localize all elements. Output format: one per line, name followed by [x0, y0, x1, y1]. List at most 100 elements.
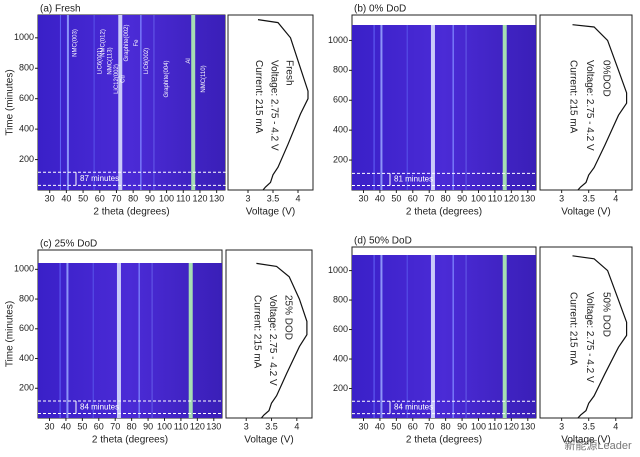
x-tick-label: 70	[424, 421, 434, 431]
y-tick-label: 600	[19, 323, 34, 333]
x-tick-label: 70	[111, 193, 121, 203]
x-axis-title: Voltage (V)	[244, 435, 293, 446]
x-tick-label: 60	[95, 193, 105, 203]
x-tick-label: 30	[45, 193, 55, 203]
x-tick-label: 3	[245, 193, 250, 203]
stripe	[188, 263, 193, 418]
y-tick-label: 1000	[14, 32, 34, 42]
stripe	[66, 263, 69, 418]
x-axis-title: 2 theta (degrees)	[93, 207, 169, 218]
peak-label: Graphite(002)	[124, 24, 130, 61]
condition-text: Current: 215 mA	[253, 60, 264, 134]
stripe	[465, 255, 467, 418]
condition-text: Current: 215 mA	[567, 60, 578, 134]
y-axis-title: Time (minutes)	[5, 69, 16, 135]
panel-label: (b) 0% DoD	[354, 4, 406, 15]
x-tick-label: 3	[559, 421, 564, 431]
x-tick-label: 4	[613, 421, 618, 431]
y-tick-label: 200	[19, 383, 34, 393]
x-tick-label: 100	[471, 193, 486, 203]
x-axis-title: 2 theta (degrees)	[406, 207, 482, 218]
stripe	[151, 263, 153, 418]
y-axis-title: Time (minutes)	[5, 301, 16, 367]
x-tick-label: 60	[408, 421, 418, 431]
stripe	[406, 25, 408, 190]
stripe	[191, 15, 196, 190]
x-tick-label: 70	[424, 193, 434, 203]
x-tick-label: 90	[145, 193, 155, 203]
x-tick-label: 120	[504, 193, 519, 203]
x-tick-label: 30	[358, 421, 368, 431]
condition-text: Voltage: 2.75 - 4.2 V	[584, 60, 595, 151]
x-tick-label: 50	[77, 421, 87, 431]
x-tick-label: 4	[613, 193, 618, 203]
x-tick-label: 50	[78, 193, 88, 203]
stripe	[452, 25, 454, 190]
x-tick-label: 90	[143, 421, 153, 431]
condition-text: 50% DOD	[601, 292, 612, 337]
voltage-curve	[257, 19, 309, 191]
y-tick-label: 400	[19, 353, 34, 363]
x-tick-label: 40	[61, 193, 71, 203]
stripe	[66, 15, 69, 190]
x-tick-label: 120	[504, 421, 519, 431]
x-tick-label: 30	[44, 421, 54, 431]
voltage-frame	[539, 14, 633, 191]
x-tick-label: 3.5	[582, 193, 595, 203]
peak-label: LiC6(002)	[144, 48, 150, 74]
x-tick-label: 100	[159, 193, 174, 203]
peak-label: NMC(003)	[72, 29, 78, 57]
y-tick-label: 1000	[328, 35, 348, 45]
y-tick-label: 1000	[14, 264, 34, 274]
peak-label: NMC(113)	[107, 47, 113, 74]
x-tick-label: 3.5	[267, 193, 280, 203]
interval-label: 84 minutes	[80, 402, 119, 411]
voltage-curve	[256, 262, 308, 419]
interval-label: 84 minutes	[394, 402, 433, 411]
x-tick-label: 130	[520, 421, 535, 431]
x-tick-label: 3.5	[265, 421, 278, 431]
y-tick-label: 800	[19, 293, 34, 303]
stripe	[59, 263, 61, 418]
x-tick-label: 60	[94, 421, 104, 431]
y-tick-label: 200	[333, 383, 348, 393]
heatmap	[38, 263, 222, 418]
x-tick-label: 50	[391, 193, 401, 203]
peak-label: LiC12(002)	[114, 64, 120, 94]
x-tick-label: 120	[192, 193, 207, 203]
stripe	[116, 263, 121, 418]
condition-text: 25% DOD	[282, 295, 293, 340]
x-tick-label: 60	[408, 193, 418, 203]
stripe	[406, 255, 408, 418]
x-tick-label: 80	[441, 193, 451, 203]
peak-label: Fe	[134, 39, 140, 47]
condition-text: 0%DOD	[601, 60, 612, 97]
peak-label: LiC6(001)	[97, 48, 103, 74]
y-tick-label: 200	[19, 154, 34, 164]
y-tick-label: 800	[19, 63, 34, 73]
y-tick-label: 400	[333, 125, 348, 135]
condition-text: Current: 215 mA	[251, 295, 262, 369]
panel-label: (d) 50% DoD	[354, 236, 412, 247]
y-tick-label: 600	[333, 95, 348, 105]
condition-text: Current: 215 mA	[567, 292, 578, 366]
condition-text: Voltage: 2.75 - 4.2 V	[268, 60, 279, 151]
stripe	[153, 15, 155, 190]
stripe	[502, 25, 507, 190]
condition-text: Voltage: 2.75 - 4.2 V	[267, 295, 278, 386]
peak-label: Al	[186, 58, 192, 63]
voltage-curve	[572, 255, 628, 419]
voltage-curve	[572, 24, 628, 191]
condition-text: Fresh	[284, 60, 295, 86]
peak-label: Cu	[121, 75, 127, 83]
x-tick-label: 100	[471, 421, 486, 431]
peak-label: NMC(012)	[101, 29, 107, 57]
stripe	[380, 255, 383, 418]
x-tick-label: 90	[457, 421, 467, 431]
stripe	[380, 25, 383, 190]
y-tick-label: 1000	[328, 265, 348, 275]
voltage-frame	[225, 249, 313, 419]
x-tick-label: 50	[391, 421, 401, 431]
x-tick-label: 110	[174, 421, 188, 431]
